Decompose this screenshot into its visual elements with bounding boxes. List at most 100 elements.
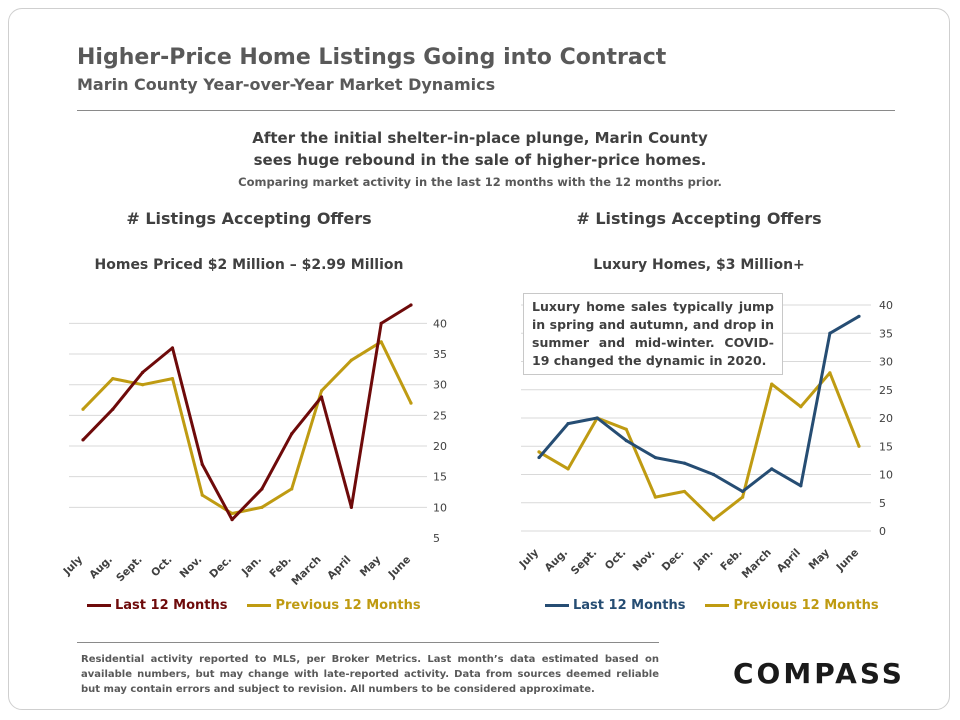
right-chart-title: # Listings Accepting Offers (576, 209, 822, 228)
x-tick-label: Oct. (149, 554, 175, 580)
data-point (682, 461, 687, 465)
x-tick-label: July (60, 554, 85, 579)
x-tick-label: Aug. (543, 547, 571, 575)
legend-swatch-previous (247, 604, 272, 607)
data-point (81, 407, 85, 411)
data-point (111, 407, 115, 411)
x-tick-label: May (807, 547, 833, 573)
data-point (230, 511, 234, 516)
y-tick-label: 10 (433, 501, 447, 514)
legend-label-last: Last 12 Months (573, 598, 686, 613)
data-point (624, 439, 628, 443)
x-tick-label: Nov. (631, 547, 658, 574)
data-point (81, 438, 85, 442)
data-point (290, 432, 294, 436)
x-tick-label: Sept. (114, 554, 145, 585)
left-chart-title: # Listings Accepting Offers (126, 209, 372, 228)
data-point (770, 382, 774, 386)
series-line-last-12-months (537, 315, 860, 493)
legend-swatch-previous (705, 604, 730, 607)
x-tick-label: May (358, 554, 384, 580)
x-tick-label: Dec. (207, 554, 234, 581)
data-point (857, 444, 861, 448)
x-tick-label: March (740, 547, 774, 581)
x-tick-label: June (386, 554, 414, 582)
header-divider (77, 110, 895, 111)
series-line-previous-12-months (538, 371, 861, 522)
data-point (409, 401, 413, 405)
data-point (200, 493, 204, 497)
data-point (741, 489, 745, 494)
x-tick-label: July (516, 547, 541, 572)
legend-item-last: Last 12 Months (545, 598, 685, 613)
series-line-last-12-months (81, 303, 412, 522)
data-point (828, 331, 832, 335)
data-point (319, 389, 324, 393)
seasonality-annotation: Luxury home sales typically jump in spri… (523, 293, 783, 375)
series-line-previous-12-months (81, 340, 413, 515)
legend-label-previous: Previous 12 Months (733, 598, 879, 613)
legend-item-last: Last 12 Months (87, 598, 227, 613)
y-tick-label: 30 (433, 379, 447, 392)
data-point (711, 518, 716, 522)
x-tick-label: June (834, 547, 862, 575)
left-line-chart: 5 10 15 20 25 30 35 40 July Aug. Sept. Oct. Nov. Dec.… (60, 303, 447, 588)
data-point (595, 416, 599, 420)
x-tick-label: Feb. (267, 554, 293, 580)
y-tick-label: 30 (879, 356, 893, 369)
x-tick-label: Sept. (569, 547, 600, 578)
data-point (230, 518, 234, 522)
y-tick-label: 20 (879, 412, 893, 425)
data-point (799, 484, 803, 488)
y-tick-label: 15 (433, 471, 447, 484)
data-point (141, 383, 145, 387)
y-tick-label: 35 (879, 327, 893, 340)
y-tick-label: 40 (433, 317, 447, 330)
x-tick-label: Oct. (603, 547, 629, 573)
right-chart-legend: Last 12 Months Previous 12 Months (545, 598, 899, 613)
data-point (537, 455, 541, 460)
left-chart-legend: Last 12 Months Previous 12 Months (87, 598, 441, 613)
x-tick-label: March (289, 554, 323, 588)
data-point (170, 376, 175, 381)
data-point (319, 395, 324, 399)
data-point (111, 376, 115, 381)
comparison-note: Comparing market activity in the last 12… (238, 175, 722, 189)
data-point (379, 340, 383, 344)
legend-item-previous: Previous 12 Months (705, 598, 879, 613)
left-chart-subtitle: Homes Priced $2 Million – $2.99 Million (94, 257, 404, 273)
data-point (566, 467, 570, 471)
x-tick-label: Jan. (239, 554, 264, 579)
data-point (200, 462, 204, 467)
y-tick-label: 40 (879, 299, 893, 312)
y-tick-label: 25 (879, 384, 893, 397)
data-point (653, 495, 657, 499)
y-tick-label: 5 (433, 532, 440, 545)
data-point (409, 303, 413, 307)
headline-line-1: After the initial shelter-in-place plung… (252, 129, 708, 147)
data-point (770, 467, 774, 471)
y-tick-label: 5 (879, 497, 886, 510)
data-point (290, 487, 294, 491)
headline-line-2: sees huge rebound in the sale of higher-… (253, 151, 707, 169)
x-tick-label: Feb. (718, 547, 744, 573)
y-tick-label: 0 (879, 525, 886, 538)
data-point (170, 346, 175, 350)
data-point (349, 358, 353, 362)
x-tick-label: Nov. (178, 554, 205, 581)
data-point (828, 371, 832, 375)
data-point (260, 487, 264, 491)
legend-swatch-last (545, 604, 569, 607)
x-tick-label: April (325, 554, 353, 582)
page-subtitle: Marin County Year-over-Year Market Dynam… (77, 75, 496, 94)
data-point (141, 370, 145, 375)
data-point (857, 314, 861, 318)
data-point (260, 505, 264, 509)
y-tick-label: 35 (433, 348, 447, 361)
legend-label-last: Last 12 Months (115, 598, 228, 613)
data-point (537, 450, 541, 454)
legend-label-previous: Previous 12 Months (275, 598, 421, 613)
data-point (799, 405, 803, 409)
data-point (682, 489, 687, 494)
